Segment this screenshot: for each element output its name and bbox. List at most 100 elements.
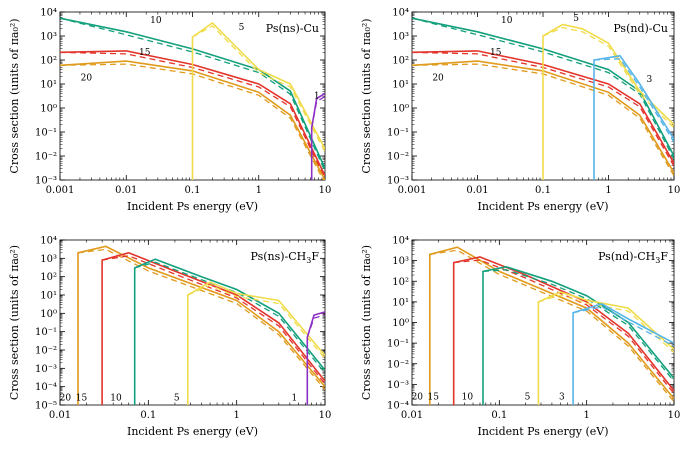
y-tick-label: 10² (392, 56, 409, 67)
y-axis-label: Cross section (units of πa₀²) (8, 18, 21, 173)
curve-label-10: 10 (462, 393, 474, 403)
y-tick-label: 10⁰ (392, 104, 409, 115)
y-tick-label: 10⁻³ (387, 380, 409, 391)
y-tick-label: 10⁻² (387, 359, 409, 370)
y-tick-label: 10⁴ (392, 236, 409, 247)
series-15-line (412, 50, 674, 164)
x-tick-label: 0.1 (535, 185, 551, 196)
y-tick-label: 10¹ (392, 80, 409, 91)
y-tick-label: 10⁻³ (35, 176, 57, 187)
series-5-dashed (538, 294, 674, 353)
y-axis-label: Cross section (units of πa₀²) (8, 245, 21, 400)
y-tick-label: 10⁴ (392, 8, 409, 19)
y-tick-label: 10⁻⁵ (35, 401, 57, 412)
curve-label-20: 20 (432, 73, 444, 83)
y-tick-label: 10³ (392, 256, 409, 267)
y-tick-label: 10⁰ (40, 104, 57, 115)
y-tick-label: 10⁻² (35, 152, 57, 163)
y-tick-label: 10⁻¹ (35, 128, 57, 139)
y-tick-label: 10⁻¹ (35, 327, 57, 338)
y-tick-label: 10⁻⁴ (35, 382, 57, 393)
curve-label-15: 15 (427, 393, 439, 403)
x-axis-label: Incident Ps energy (eV) (127, 425, 258, 438)
x-tick-label: 1 (256, 185, 262, 196)
series-10-line (412, 17, 674, 157)
series-3-dashed (572, 306, 674, 347)
series-15-dashed (60, 51, 325, 180)
curve-label-10: 10 (501, 16, 513, 26)
series-5-dashed (192, 25, 325, 153)
y-tick-label: 10³ (40, 254, 57, 265)
curve-label-15: 15 (139, 48, 151, 58)
series-15-line (452, 256, 674, 405)
series-20-dashed (429, 249, 674, 403)
y-tick-label: 10⁻¹ (387, 339, 409, 350)
curve-label-20: 20 (60, 393, 72, 403)
curve-label-10: 10 (110, 393, 122, 403)
x-tick-label: 1 (583, 410, 589, 421)
x-tick-label: 0.01 (115, 185, 137, 196)
curve-label-5: 5 (239, 23, 245, 33)
y-tick-label: 10⁻³ (35, 364, 57, 375)
x-axis-label: Incident Ps energy (eV) (477, 200, 608, 213)
series-10-dashed (482, 269, 674, 382)
series-15-line (60, 50, 325, 177)
curve-label-1: 1 (314, 91, 320, 101)
series-10-line (60, 17, 325, 169)
panel-2: 0.001 0.01 0.1 1 10 10⁻³ 10⁻² 10⁻¹ 10⁰ 10¹ 10² 10³ 1… (360, 8, 680, 214)
x-tick-label: 0.01 (466, 185, 488, 196)
x-tick-label: 10 (668, 410, 681, 421)
x-tick-label: 0.01 (49, 410, 71, 421)
x-tick-label: 0.001 (398, 185, 427, 196)
curve-label-15: 15 (490, 48, 502, 58)
y-tick-label: 10¹ (40, 291, 57, 302)
y-tick-label: 10⁰ (392, 318, 409, 329)
panel-title: Ps(ns)-CH3F (250, 250, 319, 265)
series-20-dashed (412, 63, 674, 177)
curve-label-5: 5 (573, 14, 579, 24)
series-10-dashed (60, 17, 325, 172)
series-3-dashed (593, 58, 674, 143)
series-5-line (187, 281, 325, 405)
y-tick-label: 10² (40, 272, 57, 283)
series-10-line (133, 258, 325, 405)
series-10-dashed (412, 17, 674, 160)
series-1-dashed (311, 96, 325, 128)
panel-3: 0.01 0.1 1 10 10⁻⁵ 10⁻⁴ 10⁻³ 10⁻² 10⁻¹ 10⁰ 10¹ 10² 1… (8, 236, 331, 439)
y-tick-label: 10³ (392, 32, 409, 43)
x-axis-label: Incident Ps energy (eV) (477, 425, 608, 438)
curve-label-3: 3 (559, 393, 565, 403)
y-tick-label: 10⁻³ (387, 176, 409, 187)
series-5-dashed (187, 284, 325, 359)
series-15-dashed (101, 255, 325, 385)
x-axis-label: Incident Ps energy (eV) (127, 200, 258, 213)
panel-title: Ps(ns)-Cu (266, 22, 319, 35)
x-tick-label: 0.1 (491, 410, 507, 421)
y-tick-label: 10⁻⁴ (387, 401, 409, 412)
y-tick-label: 10³ (40, 32, 57, 43)
y-tick-label: 10² (392, 277, 409, 288)
y-axis-label: Cross section (units of πa₀²) (360, 245, 373, 400)
plot-frame (59, 239, 326, 406)
curve-label-15: 15 (76, 393, 88, 403)
y-tick-label: 10¹ (392, 297, 409, 308)
curve-label-3: 3 (646, 75, 652, 85)
curve-label-5: 5 (525, 393, 531, 403)
series-20-line (412, 60, 674, 174)
curve-label-20: 20 (81, 73, 93, 83)
series-15-dashed (453, 259, 674, 395)
series-10-line (482, 265, 674, 405)
x-tick-label: 0.01 (401, 410, 423, 421)
x-tick-label: 0.001 (46, 185, 75, 196)
series-3-line (593, 54, 674, 180)
y-tick-label: 10⁻¹ (387, 128, 409, 139)
y-tick-label: 10² (40, 56, 57, 67)
series-3-line (572, 303, 674, 405)
y-tick-label: 10⁴ (40, 236, 57, 247)
panel-title: Ps(nd)-Cu (613, 22, 668, 35)
panel-title: Ps(nd)-CH3F (598, 250, 668, 265)
panel-4: 0.01 0.1 1 10 10⁻⁴ 10⁻³ 10⁻² 10⁻¹ 10⁰ 10¹ 10² 10³ 10… (360, 236, 680, 439)
series-5-line (537, 291, 674, 405)
series-20-dashed (60, 63, 325, 180)
